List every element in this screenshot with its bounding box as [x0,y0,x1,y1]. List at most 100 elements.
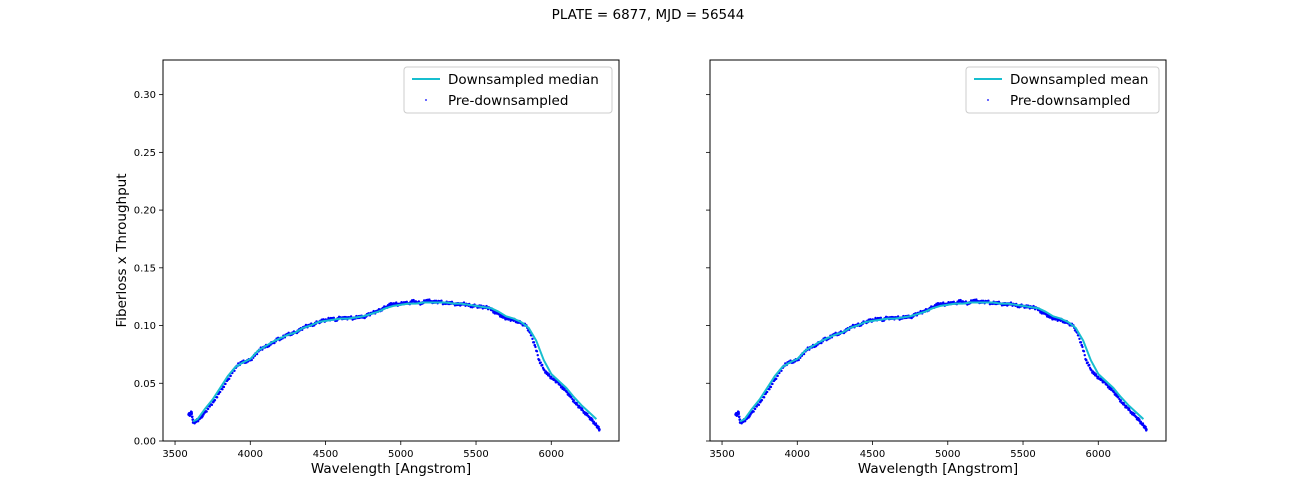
downsampled-line [192,301,598,423]
predownsampled-point [1086,361,1089,364]
x-tick-label: 6000 [1086,449,1111,460]
predownsampled-point [196,420,200,423]
figure-suptitle: PLATE = 6877, MJD = 56544 [551,7,745,23]
predownsampled-point [190,412,194,416]
predownsampled-point [1122,401,1126,405]
x-tick-label: 5500 [463,449,488,460]
predownsampled-point [1127,407,1131,410]
predownsampled-point [1119,399,1123,402]
y-tick-label: 0.15 [134,263,156,274]
predownsampled-point [559,383,562,387]
x-tick-label: 5000 [388,449,413,460]
predownsampled-point [273,341,276,345]
x-tick-label: 3500 [162,449,187,460]
predownsampled-point [222,385,226,389]
predownsampled-point [1078,337,1081,341]
predownsampled-point [762,396,766,399]
predownsampled-point [202,413,205,416]
predownsampled-point [1128,409,1132,412]
x-tick-label: 3500 [709,449,734,460]
axes-frame [709,59,1167,442]
legend-box [965,66,1160,114]
predownsampled-point [820,341,823,345]
predownsampled-point [537,358,541,362]
predownsampled-point [206,407,210,411]
predownsampled-point [737,412,741,416]
legend-point-swatch [425,99,427,101]
predownsampled-point [752,410,755,413]
predownsampled-point [541,363,544,367]
predownsampled-point [228,377,231,381]
predownsampled-point [536,353,539,357]
predownsampled-point [1081,345,1084,349]
y-tick-label: 0.20 [134,206,156,217]
predownsampled-point [363,316,366,320]
predownsampled-point [753,407,757,411]
predownsampled-point [546,371,549,375]
predownsampled-point [1084,358,1088,362]
predownsampled-point [575,401,579,405]
predownsampled-point [591,418,594,421]
predownsampled-point [580,407,584,410]
predownsampled-point [539,361,542,364]
predownsampled-point [771,382,774,386]
predownsampled-point [534,345,537,349]
x-tick-label: 4000 [238,449,263,460]
x-tick-label: 4500 [860,449,885,460]
predownsampled-point [229,374,232,378]
predownsampled-point [224,382,227,386]
predownsampled-point [769,385,773,389]
predownsampled-point [910,316,913,320]
downsampled-line [739,301,1145,423]
predownsampled-point [755,405,758,408]
predownsampled-point [814,344,818,348]
x-tick-label: 4000 [785,449,810,460]
predownsampled-point [776,374,779,378]
right-panel: 3500 4000 4500 5000 5500 6000 Wavelength [Angs… [706,59,1167,477]
x-axis-label: Wavelength [Angstrom] [858,461,1018,477]
predownsampled-point [592,420,596,424]
predownsampled-series [734,298,1148,432]
predownsampled-point [1106,383,1109,387]
predownsampled-point [1138,418,1141,421]
predownsampled-point [1139,420,1143,424]
legend-point-swatch [987,99,989,101]
predownsampled-point [757,403,761,407]
predownsampled-point [1097,375,1100,379]
predownsampled-point [1088,363,1091,367]
predownsampled-point [768,388,771,391]
predownsampled-point [1145,428,1148,431]
predownsampled-point [586,412,589,416]
predownsampled-point [532,341,536,344]
predownsampled-point [1083,353,1086,357]
predownsampled-point [1079,341,1083,344]
predownsampled-point [748,415,751,418]
legend-label: Downsampled median [448,72,599,88]
predownsampled-point [191,415,194,418]
predownsampled-point [765,390,769,394]
legend-label: Downsampled mean [1010,72,1148,88]
predownsampled-point [215,396,219,399]
predownsampled-point [205,410,208,413]
predownsampled-point [743,420,747,423]
y-tick-label: 0.25 [134,148,156,159]
x-tick-label: 4500 [313,449,338,460]
y-axis-label: Fiberloss x Throughput [114,173,130,327]
predownsampled-point [221,388,224,391]
y-tick-label: 0.05 [134,379,156,390]
predownsampled-point [572,399,576,402]
y-tick-label: 0.00 [134,437,156,448]
predownsampled-point [1082,350,1086,353]
x-tick-label: 5000 [935,449,960,460]
x-tick-label: 5500 [1010,449,1035,460]
predownsampled-point [208,405,211,408]
predownsampled-point [535,350,539,353]
predownsampled-point [213,398,217,402]
predownsampled-point [1144,425,1147,429]
left-panel: 3500 4000 4500 5000 5500 6000 0.00 0.05 0.10 0.15… [114,59,620,477]
axes-frame [162,59,620,442]
predownsampled-point [550,375,553,379]
predownsampled-point [531,337,534,341]
predownsampled-point [594,422,598,425]
